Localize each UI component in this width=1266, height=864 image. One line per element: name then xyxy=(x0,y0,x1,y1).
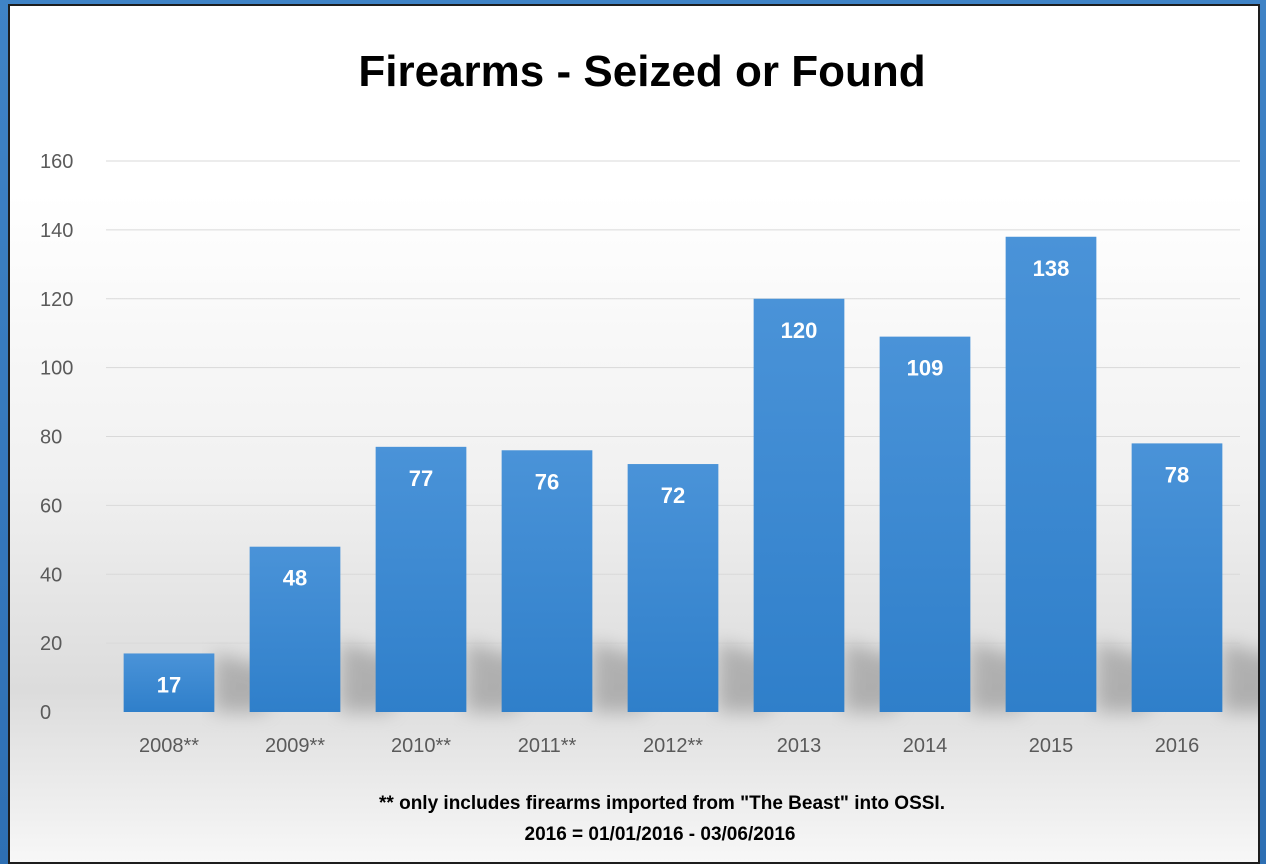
footnote-line-2: 2016 = 01/01/2016 - 03/06/2016 xyxy=(525,824,796,845)
data-label: 77 xyxy=(409,466,433,491)
y-tick-label: 60 xyxy=(40,495,62,517)
x-tick-label: 2014 xyxy=(903,735,948,757)
bar xyxy=(123,653,215,712)
y-tick-label: 20 xyxy=(40,633,62,655)
y-tick-label: 140 xyxy=(40,220,73,242)
bar xyxy=(1131,443,1223,712)
bar xyxy=(753,298,845,712)
x-axis: 2008** 2009** 2010** 2011** 2012** 2013 2014 20… xyxy=(139,735,1199,757)
bar xyxy=(249,546,341,712)
data-label: 138 xyxy=(1033,256,1070,281)
bar-chart: Firearms - Seized or Found 0 20 40 60 80 100 1… xyxy=(40,47,1258,845)
x-tick-label: 2008** xyxy=(139,735,199,757)
y-axis: 0 20 40 60 80 100 120 140 160 xyxy=(40,151,73,724)
y-tick-label: 40 xyxy=(40,564,62,586)
data-label: 48 xyxy=(283,566,307,591)
bar xyxy=(375,446,467,712)
y-tick-label: 100 xyxy=(40,358,73,380)
data-label: 72 xyxy=(661,483,685,508)
y-tick-label: 80 xyxy=(40,427,62,449)
data-label: 76 xyxy=(535,469,559,494)
bar-shadow xyxy=(1222,642,1258,712)
bar xyxy=(879,336,971,712)
bar-shadows xyxy=(214,642,1258,712)
x-tick-label: 2012** xyxy=(643,735,703,757)
y-tick-label: 120 xyxy=(40,289,73,311)
y-tick-label: 0 xyxy=(40,702,51,724)
data-label: 17 xyxy=(157,672,181,697)
x-tick-label: 2010** xyxy=(391,735,451,757)
chart-title: Firearms - Seized or Found xyxy=(358,47,925,96)
bar xyxy=(501,450,593,712)
x-tick-label: 2013 xyxy=(777,735,822,757)
x-tick-label: 2009** xyxy=(265,735,325,757)
data-label: 120 xyxy=(781,318,818,343)
data-label: 78 xyxy=(1165,462,1189,487)
data-label: 109 xyxy=(907,356,944,381)
chart-card: Firearms - Seized or Found 0 20 40 60 80 100 1… xyxy=(8,4,1260,864)
x-tick-label: 2015 xyxy=(1029,735,1074,757)
x-tick-label: 2011** xyxy=(518,735,577,757)
y-tick-label: 160 xyxy=(40,151,73,173)
bars: 17 48 77 76 72 120 109 138 78 xyxy=(123,236,1223,712)
x-tick-label: 2016 xyxy=(1155,735,1200,757)
bar xyxy=(627,464,719,712)
footnote-line-1: ** only includes firearms imported from … xyxy=(379,793,945,814)
bar xyxy=(1005,236,1097,712)
